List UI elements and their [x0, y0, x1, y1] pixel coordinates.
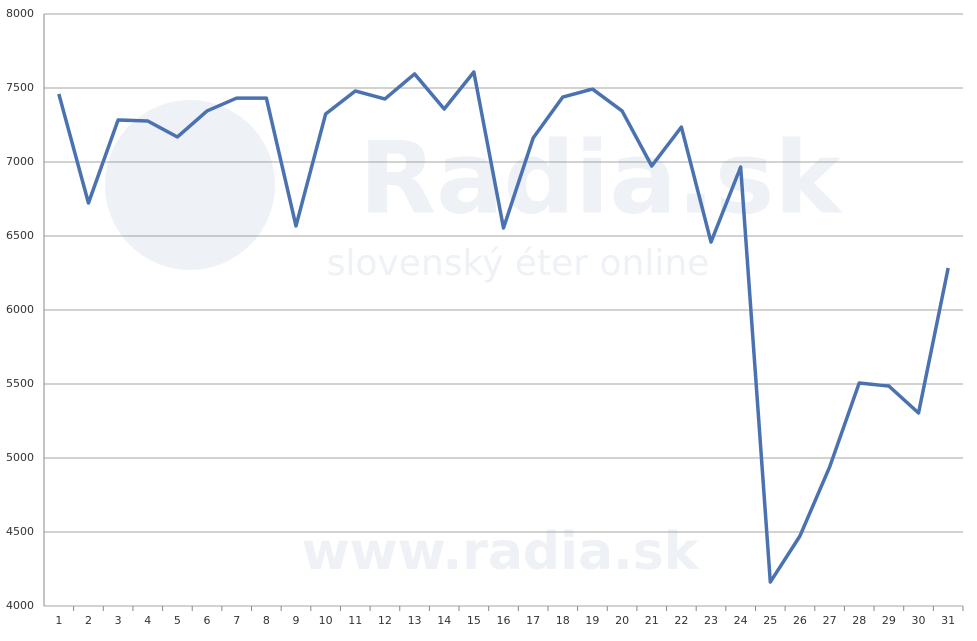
- x-tick-label: 27: [823, 614, 837, 627]
- x-tick-label: 7: [233, 614, 240, 627]
- y-tick-label: 5500: [6, 377, 34, 390]
- x-tick-label: 16: [497, 614, 511, 627]
- x-tick-label: 11: [348, 614, 362, 627]
- x-tick-label: 10: [319, 614, 333, 627]
- line: [57, 70, 950, 584]
- y-tick-label: 4000: [6, 599, 34, 612]
- x-tick-label: 13: [408, 614, 422, 627]
- x-tick-label: 21: [645, 614, 659, 627]
- x-tick-label: 30: [912, 614, 926, 627]
- x-tick-label: 19: [585, 614, 599, 627]
- x-tick-label: 4: [144, 614, 151, 627]
- x-tick-label: 24: [734, 614, 748, 627]
- x-tick-label: 15: [467, 614, 481, 627]
- y-tick-label: 6500: [6, 229, 34, 242]
- x-tick-label: 31: [941, 614, 955, 627]
- x-tick-label: 25: [763, 614, 777, 627]
- y-tick-label: 5000: [6, 451, 34, 464]
- x-tick-label: 26: [793, 614, 807, 627]
- x-tick-label: 3: [115, 614, 122, 627]
- watermark: slovenský éter online: [327, 243, 710, 284]
- y-tick-label: 8000: [6, 7, 34, 20]
- x-tick-label: 22: [674, 614, 688, 627]
- y-tick-label: 7500: [6, 81, 34, 94]
- y-tick-label: 4500: [6, 525, 34, 538]
- watermark-logo: [105, 100, 275, 270]
- x-tick-label: 6: [204, 614, 211, 627]
- x-tick-label: 5: [174, 614, 181, 627]
- watermark: Radia.sk: [359, 119, 843, 236]
- x-tick-label: 17: [526, 614, 540, 627]
- y-tick-label: 7000: [6, 155, 34, 168]
- x-tick-label: 1: [55, 614, 62, 627]
- x-tick-label: 28: [852, 614, 866, 627]
- watermark: www.radia.sk: [302, 522, 700, 582]
- y-tick-label: 6000: [6, 303, 34, 316]
- x-tick-label: 20: [615, 614, 629, 627]
- x-tick-label: 14: [437, 614, 451, 627]
- x-tick-label: 12: [378, 614, 392, 627]
- x-tick-label: 29: [882, 614, 896, 627]
- x-tick-label: 9: [292, 614, 299, 627]
- x-tick-label: 18: [556, 614, 570, 627]
- x-tick-label: 8: [263, 614, 270, 627]
- x-tick-label: 2: [85, 614, 92, 627]
- x-tick-label: 23: [704, 614, 718, 627]
